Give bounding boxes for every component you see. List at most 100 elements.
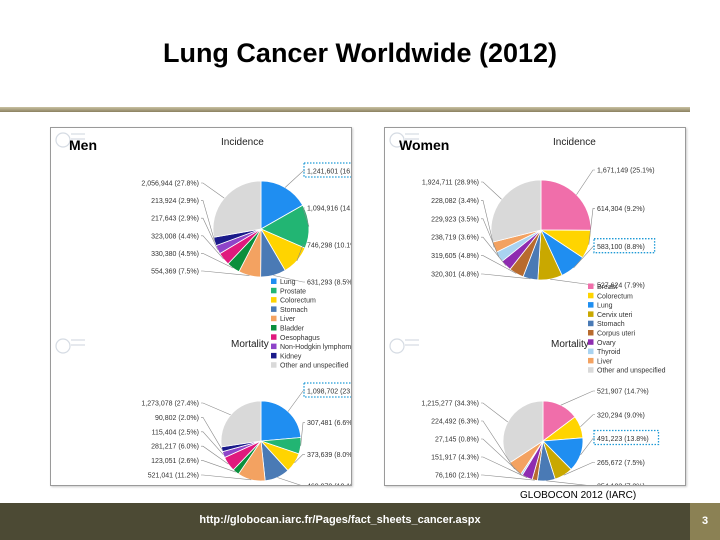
women-mortality-label-colorectum: 320,294 (9.0%) (597, 412, 645, 419)
men-incidence-leader-stomach (273, 275, 305, 283)
men-mortality-leader-other-and-unspecified (201, 402, 231, 416)
women-mortality-leader-stomach (546, 480, 587, 485)
women-legend-item-stomach: Stomach (597, 321, 625, 328)
women-incidence-label-liver: 228,082 (3.4%) (431, 198, 479, 205)
men-incidence-label-colorectum: 746,298 (10.1%) (307, 243, 351, 250)
women-legend-swatch-ovary (588, 339, 594, 345)
men-bottom-who-emblem-icon (55, 338, 71, 354)
men-mortality-label-prostate: 307,481 (6.6%) (307, 420, 351, 427)
women-mortality-label-thyroid: 27,145 (0.8%) (435, 437, 479, 444)
men-mortality-label-colorectum: 373,639 (8.0%) (307, 452, 351, 459)
men-incidence-lung-highlight-box (303, 162, 351, 178)
women-mortality-lung-highlight-box (593, 429, 660, 446)
men-incidence-leader-non-hodgkin-lymphoma (201, 217, 218, 250)
source-credit: GLOBOCON 2012 (IARC) (520, 490, 637, 501)
women-incidence-leader-thyroid (481, 218, 500, 258)
women-mortality-leader-ovary (481, 456, 528, 478)
men-incidence-label-oesophagus: 323,008 (4.4%) (151, 233, 199, 240)
women-incidence-leader-colorectum (588, 208, 595, 245)
men-incidence-label-lung: 1,241,601 (16.8%) (307, 169, 351, 176)
men-mortality-label-kidney: 90,802 (2.0%) (155, 415, 199, 422)
women-legend-swatch-corpus-uteri (588, 330, 594, 336)
men-incidence-leader-other-and-unspecified (201, 182, 225, 199)
page-number: 3 (690, 503, 720, 540)
women-mortality-leader-thyroid (481, 438, 522, 475)
women-mortality-label-cervix-uteri: 265,672 (7.5%) (597, 460, 645, 467)
men-incidence-label-kidney: 213,924 (2.9%) (151, 198, 199, 205)
men-legend-swatch-prostate (271, 287, 277, 294)
men-mortality-title: Mortality (231, 339, 269, 350)
title-divider (0, 107, 690, 112)
women-mortality-label-liver: 224,492 (6.3%) (431, 419, 479, 426)
women-mortality-label-corpus-uteri: 76,160 (2.1%) (435, 473, 479, 480)
men-incidence-slice-lung (260, 180, 304, 230)
women-incidence-leader-ovary (481, 236, 507, 266)
men-legend-item-oesophagus: Oesophagus (280, 335, 320, 342)
women-legend-item-colorectum: Colorectum (597, 293, 633, 300)
men-incidence-leader-kidney (201, 200, 215, 242)
footer-url[interactable]: http://globocan.iarc.fr/Pages/fact_sheet… (199, 514, 481, 526)
women-incidence-leader-stomach (481, 273, 531, 280)
men-mortality-label-non-hodgkin-lymphoma: 115,404 (2.5%) (152, 429, 199, 436)
men-legend: Lung Prostate Colorectum Stomach Liver Bladde… (271, 278, 351, 370)
women-incidence-label-thyroid: 229,923 (3.5%) (431, 216, 479, 223)
men-mortality-lung-highlight-box (303, 382, 351, 398)
women-incidence-lung-highlight-box (593, 238, 656, 254)
women-incidence-pie: Incidence 1,671,149 (25.1%) 614,304 (9.2%)… (422, 137, 656, 290)
men-legend-item-liver: Liver (280, 316, 296, 323)
women-mortality-leader-liver (481, 420, 515, 470)
women-legend: Breast Colorectum Lung Cervix uteri Stomach C… (588, 283, 666, 375)
women-legend-item-thyroid: Thyroid (597, 349, 620, 356)
women-legend-swatch-breast (588, 283, 594, 289)
women-incidence-label-other-and-unspecified: 1,924,711 (28.9%) (422, 180, 479, 187)
men-legend-item-other-and-unspecified: Other and unspecified (280, 363, 349, 370)
men-chart-panel: Men Incidence 1,241,601 (16.8%) 1,094,916 (… (50, 127, 352, 486)
men-incidence-leader-lung (284, 170, 305, 188)
women-mortality-leader-corpus-uteri (481, 474, 535, 481)
men-legend-swatch-oesophagus (271, 334, 277, 340)
women-bottom-who-emblem-icon (389, 338, 405, 354)
women-legend-swatch-lung (588, 302, 594, 308)
women-incidence-label-colorectum: 614,304 (9.2%) (597, 206, 645, 213)
women-mortality-title: Mortality (551, 339, 589, 350)
women-legend-swatch-thyroid (588, 348, 594, 355)
men-mortality-label-oesophagus: 281,217 (6.0%) (151, 444, 199, 451)
men-mortality-leader-lung (287, 390, 305, 412)
men-mortality-label-other-and-unspecified: 1,273,078 (27.4%) (141, 401, 199, 408)
men-mortality-label-bladder: 123,051 (2.6%) (151, 458, 199, 465)
women-incidence-leader-corpus-uteri (481, 255, 517, 274)
women-mortality-leader-other-and-unspecified (481, 402, 508, 423)
women-mortality-label-other-and-unspecified: 1,215,277 (34.3%) (421, 401, 479, 408)
women-incidence-leader-breast (576, 169, 595, 195)
men-legend-swatch-colorectum (271, 297, 277, 303)
men-legend-swatch-other-and-unspecified (271, 362, 277, 368)
men-incidence-label-bladder: 330,380 (4.5%) (151, 251, 199, 258)
men-mortality-leader-colorectum (294, 454, 305, 464)
men-top-iarc-watermark (55, 132, 85, 148)
men-mortality-leader-oesophagus (201, 445, 229, 465)
men-panel-label: Men (69, 137, 97, 153)
men-top-who-emblem-icon (55, 132, 71, 148)
men-legend-item-lung: Lung (280, 279, 296, 286)
women-legend-swatch-other-and-unspecified (588, 367, 594, 373)
women-incidence-label-lung: 583,100 (8.8%) (597, 244, 645, 251)
women-legend-item-breast: Breast (597, 284, 617, 291)
men-incidence-label-prostate: 1,094,916 (14.8%) (307, 206, 351, 213)
women-chart-panel: Women Incidence 1,671,149 (25.1%) 614,304 (… (384, 127, 686, 486)
women-mortality-pie: Mortality 521,907 (14.7%) 320,294 (9.0%) 49… (421, 339, 660, 485)
women-incidence-title: Incidence (553, 137, 596, 148)
women-legend-item-lung: Lung (597, 303, 613, 310)
men-legend-item-prostate: Prostate (280, 288, 306, 295)
women-legend-item-liver: Liver (597, 358, 613, 365)
footer-bar: http://globocan.iarc.fr/Pages/fact_sheet… (0, 503, 720, 540)
women-legend-swatch-stomach (588, 320, 594, 327)
men-mortality-label-liver: 521,041 (11.2%) (148, 473, 199, 480)
men-mortality-pie: Mortality 1,098,702 (23.6%) 307,481 (6.6%)… (141, 339, 351, 485)
men-mortality-label-stomach: 469,970 (10.1%) (307, 484, 351, 486)
men-incidence-label-other-and-unspecified: 2,056,944 (27.8%) (141, 181, 199, 188)
men-incidence-leader-bladder (201, 253, 234, 269)
men-mortality-leader-bladder (201, 460, 236, 473)
men-legend-swatch-lung (271, 278, 277, 284)
women-legend-swatch-colorectum (588, 292, 594, 299)
men-legend-swatch-kidney (271, 352, 277, 359)
